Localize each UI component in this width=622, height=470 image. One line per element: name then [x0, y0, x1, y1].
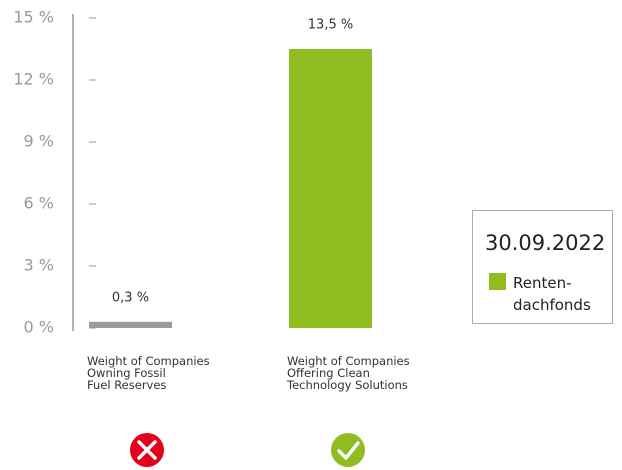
legend-label: Renten- dachfonds [513, 274, 591, 314]
legend-swatch [489, 273, 506, 290]
x-tick-label: Weight of Companies Owning Fossil Fuel R… [87, 354, 210, 392]
y-tick-label: 0 % [24, 318, 54, 337]
x-tick-label: Weight of Companies Offering Clean Techn… [287, 354, 410, 392]
cross-icon [130, 433, 164, 467]
y-tick-label: 3 % [24, 256, 54, 275]
bar [289, 49, 372, 328]
value-label: 13,5 % [308, 18, 353, 33]
check-icon [331, 433, 365, 467]
legend-title: 30.09.2022 [485, 231, 606, 255]
value-label: 0,3 % [112, 290, 149, 305]
y-tick-label: 15 % [13, 8, 54, 27]
y-tick-label: 9 % [24, 132, 54, 151]
bar [89, 321, 172, 328]
legend: 30.09.2022 Renten- dachfonds [472, 210, 613, 324]
y-tick-label: 6 % [24, 194, 54, 213]
y-tick-label: 12 % [13, 70, 54, 89]
